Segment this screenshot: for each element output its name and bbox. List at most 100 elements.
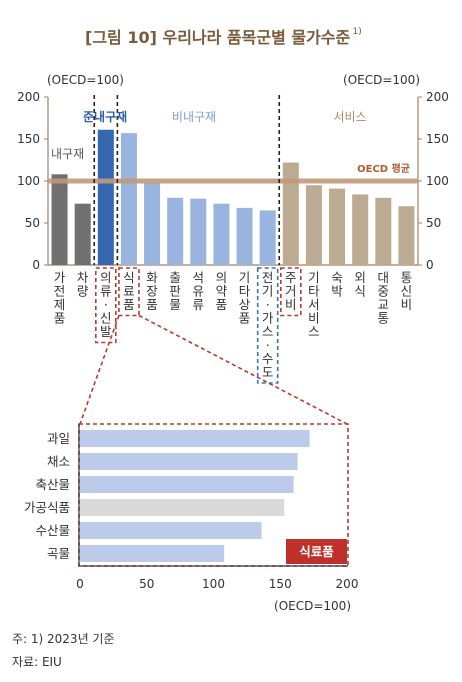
category-label-char: 기 xyxy=(239,270,251,285)
category-label-char: · xyxy=(266,297,270,312)
bar-주거비 xyxy=(282,162,299,265)
group-label-준내구재: 준내구재 xyxy=(83,109,127,124)
hbar-수산물 xyxy=(80,522,262,539)
category-label-char: 장 xyxy=(146,284,158,299)
category-label-char: 비 xyxy=(285,297,297,312)
category-label-char: 류 xyxy=(193,297,205,312)
bar-화장품 xyxy=(144,182,161,265)
category-label-char: 신 xyxy=(401,284,413,299)
category-label-char: 품 xyxy=(54,311,66,326)
category-label-char: 외 xyxy=(354,270,366,285)
food-badge xyxy=(286,539,347,564)
category-label-char: 박 xyxy=(331,284,343,299)
bar-가전제품 xyxy=(51,174,68,265)
category-label-char: 기 xyxy=(262,284,274,299)
category-label-char: 타 xyxy=(308,284,320,299)
figure-title: [그림 10] 우리나라 품목군별 물가수준 xyxy=(85,28,351,47)
category-label-char: 주 xyxy=(285,270,297,285)
right-tick-label: 0 xyxy=(426,258,434,272)
highlight-box-의류·신발 xyxy=(95,267,117,344)
category-label-char: 스 xyxy=(262,324,274,339)
right-tick-label: 200 xyxy=(426,90,449,104)
hbar-채소 xyxy=(80,453,298,470)
category-label-char: 스 xyxy=(308,324,320,339)
category-label-char: 숙 xyxy=(331,270,343,285)
left-tick-label: 100 xyxy=(17,174,40,188)
category-label-char: 도 xyxy=(262,365,274,380)
bar-외식 xyxy=(352,194,369,265)
bar-기타서비스 xyxy=(305,185,322,265)
category-label-char: 의 xyxy=(216,270,228,285)
category-label-char: 차 xyxy=(77,270,89,285)
category-label-char: 가 xyxy=(54,270,66,285)
category-label-char: 상 xyxy=(239,297,251,312)
category-label-char: 석 xyxy=(193,270,205,285)
category-label-char: 대 xyxy=(378,270,390,285)
bar-석유류 xyxy=(190,198,207,265)
category-label-char: 전 xyxy=(262,270,274,285)
category-label-char: 발 xyxy=(100,324,112,339)
right-tick-label: 100 xyxy=(426,174,449,188)
category-label-char: 통 xyxy=(378,311,390,326)
category-label-char: 식 xyxy=(123,270,135,285)
category-label-char: 중 xyxy=(378,284,390,299)
hbar-label-가공식품: 가공식품 xyxy=(24,500,70,515)
source-note: 자료: EIU xyxy=(12,655,62,669)
category-label-char: 품 xyxy=(239,311,251,326)
bar-의약품 xyxy=(213,203,230,265)
left-tick-label: 150 xyxy=(17,132,40,146)
category-label-char: 가 xyxy=(262,311,274,326)
hbar-label-수산물: 수산물 xyxy=(35,523,70,538)
bar-출판물 xyxy=(167,197,184,265)
right-tick-label: 150 xyxy=(426,132,449,146)
bar-대중교통 xyxy=(375,197,392,265)
category-label-char: · xyxy=(266,338,270,353)
right-tick-label: 50 xyxy=(426,216,441,230)
category-label-char: 류 xyxy=(100,284,112,299)
group-label-비내구재: 비내구재 xyxy=(172,110,216,124)
category-label-char: 신 xyxy=(100,311,112,326)
highlight-box-전기·가스·수도 xyxy=(256,267,279,384)
bar-식료품 xyxy=(120,133,137,265)
zoom-connector-left xyxy=(79,315,120,425)
highlight-box-식료품 xyxy=(118,267,140,317)
hbar-가공식품 xyxy=(80,499,285,516)
hbar-label-축산물: 축산물 xyxy=(35,477,70,492)
category-label-char: 출 xyxy=(169,270,181,285)
left-axis-unit: (OECD=100) xyxy=(47,73,124,87)
category-label-char: 유 xyxy=(193,284,205,299)
group-label-내구재: 내구재 xyxy=(51,147,84,161)
left-tick-label: 50 xyxy=(25,216,40,230)
category-label-char: 비 xyxy=(401,297,413,312)
category-label-char: 판 xyxy=(169,284,181,299)
bar-기타상품 xyxy=(236,207,253,265)
oecd-average-label: OECD 평균 xyxy=(357,162,410,175)
category-label-char: 품 xyxy=(146,297,158,312)
bar-숙박 xyxy=(329,188,346,265)
top-bar-chart: (OECD=100) (OECD=100) 0 0 50 50 100 100 150 150 20… xyxy=(17,73,449,425)
x-tick-label: 200 xyxy=(336,577,359,591)
category-label-char: 통 xyxy=(401,270,413,285)
category-label-char: 량 xyxy=(77,284,89,299)
bar-차량 xyxy=(74,203,91,265)
category-label-char: 의 xyxy=(100,270,112,285)
hbar-곡물 xyxy=(80,545,225,562)
category-label-char: 품 xyxy=(216,297,228,312)
category-label-char: 타 xyxy=(239,284,251,299)
category-label-char: 기 xyxy=(308,270,320,285)
category-label-char: 비 xyxy=(308,311,320,326)
category-label-char: 거 xyxy=(285,284,297,299)
category-label-char: 물 xyxy=(169,297,181,312)
category-label-char: 수 xyxy=(262,351,274,366)
x-tick-label: 0 xyxy=(76,577,84,591)
category-label-char: 서 xyxy=(308,297,320,312)
bar-통신비 xyxy=(398,206,415,265)
food-badge-label: 식료품 xyxy=(299,544,334,559)
x-tick-label: 150 xyxy=(269,577,292,591)
category-label-char: 료 xyxy=(123,284,135,299)
figure-title-footnote-mark: 1) xyxy=(353,27,362,37)
category-label-char: 약 xyxy=(216,284,228,299)
